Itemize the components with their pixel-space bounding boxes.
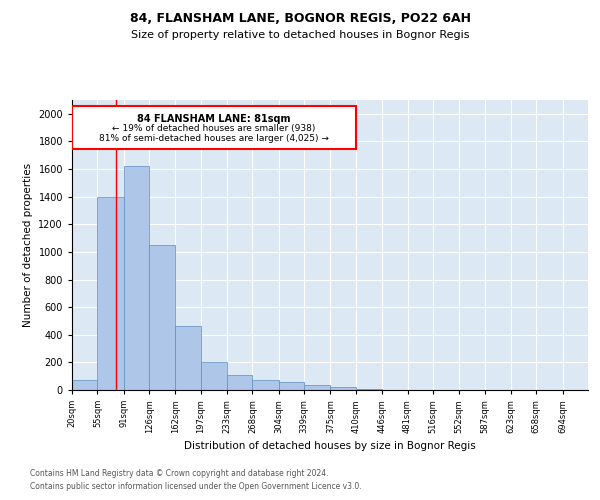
Text: 84 FLANSHAM LANE: 81sqm: 84 FLANSHAM LANE: 81sqm <box>137 114 290 124</box>
Bar <box>253 380 278 390</box>
Bar <box>304 385 331 390</box>
X-axis label: Distribution of detached houses by size in Bognor Regis: Distribution of detached houses by size … <box>184 441 476 451</box>
Text: 81% of semi-detached houses are larger (4,025) →: 81% of semi-detached houses are larger (… <box>99 134 329 143</box>
Y-axis label: Number of detached properties: Number of detached properties <box>23 163 33 327</box>
Bar <box>124 166 149 390</box>
Text: Contains public sector information licensed under the Open Government Licence v3: Contains public sector information licen… <box>30 482 362 491</box>
Text: 84, FLANSHAM LANE, BOGNOR REGIS, PO22 6AH: 84, FLANSHAM LANE, BOGNOR REGIS, PO22 6A… <box>130 12 470 26</box>
Bar <box>278 382 304 390</box>
Bar <box>227 375 253 390</box>
Bar <box>72 106 356 149</box>
Text: ← 19% of detached houses are smaller (938): ← 19% of detached houses are smaller (93… <box>112 124 316 133</box>
Text: Contains HM Land Registry data © Crown copyright and database right 2024.: Contains HM Land Registry data © Crown c… <box>30 468 329 477</box>
Bar <box>97 196 124 390</box>
Text: Size of property relative to detached houses in Bognor Regis: Size of property relative to detached ho… <box>131 30 469 40</box>
Bar <box>331 387 356 390</box>
Bar <box>201 362 227 390</box>
Bar <box>149 245 175 390</box>
Bar <box>175 326 201 390</box>
Bar <box>356 388 382 390</box>
Bar <box>72 380 97 390</box>
